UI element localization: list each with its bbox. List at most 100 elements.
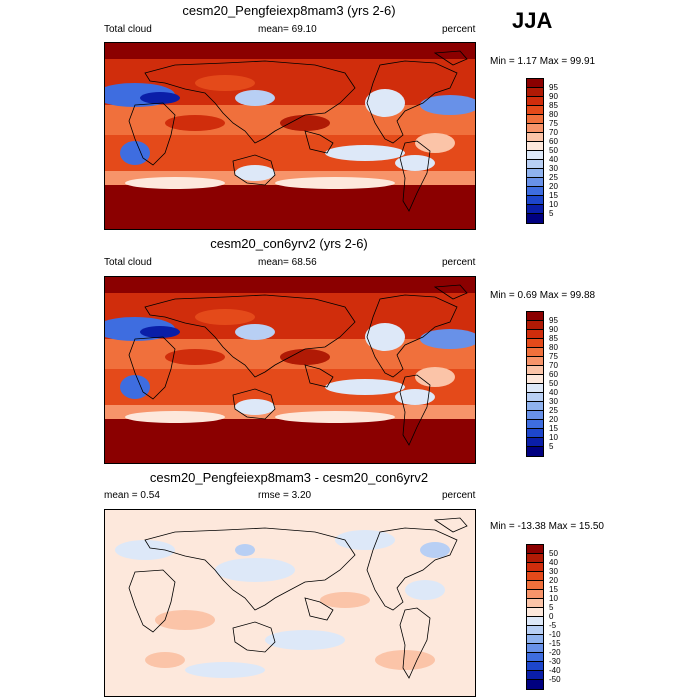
colorbar-swatch xyxy=(527,196,543,205)
field-region xyxy=(120,141,150,165)
panel-3-rmse: rmse = 3.20 xyxy=(258,490,312,501)
colorbar-swatch xyxy=(527,330,543,339)
field-region xyxy=(235,165,275,181)
coastline xyxy=(304,364,334,388)
colorbar-swatch xyxy=(527,151,543,160)
field-band xyxy=(105,419,475,463)
panel-1-colorbar xyxy=(526,78,544,224)
panel-3-title: cesm20_Pengfeiexp8mam3 - cesm20_con6yrv2 xyxy=(149,470,429,485)
field-region xyxy=(320,592,370,608)
coastline xyxy=(433,517,468,533)
colorbar-tick-label: -20 xyxy=(549,648,561,657)
colorbar-swatch xyxy=(527,393,543,402)
colorbar-tick-label: 90 xyxy=(549,92,558,101)
coastline xyxy=(399,374,431,446)
colorbar-swatch xyxy=(527,671,543,680)
map-field xyxy=(105,277,475,463)
colorbar-swatch xyxy=(527,142,543,151)
colorbar-tick-label: 40 xyxy=(549,155,558,164)
field-region xyxy=(125,411,225,423)
field-region xyxy=(215,558,295,582)
panel-2-units: percent xyxy=(442,257,476,268)
field-band xyxy=(105,277,475,293)
coastline xyxy=(399,140,431,212)
colorbar-tick-label: 10 xyxy=(549,200,558,209)
field-region xyxy=(165,349,225,365)
colorbar-swatch xyxy=(527,339,543,348)
colorbar-tick-label: -5 xyxy=(549,621,557,630)
field-region xyxy=(415,133,455,153)
colorbar-tick-label: 85 xyxy=(549,334,558,343)
panel-1-map xyxy=(104,42,476,230)
colorbar-tick-label: 95 xyxy=(549,83,558,92)
panel-2-mean: mean= 68.56 xyxy=(258,257,317,268)
panel-2-colorbar xyxy=(526,311,544,457)
colorbar-tick-label: 30 xyxy=(549,164,558,173)
panel-3-units: percent xyxy=(442,490,476,501)
field-region xyxy=(325,379,405,395)
field-region xyxy=(140,92,180,104)
field-region xyxy=(155,610,215,630)
colorbar-swatch xyxy=(527,545,543,554)
colorbar-tick-label: 5 xyxy=(549,209,554,218)
panel-3-minmax: Min = -13.38 Max = 15.50 xyxy=(490,521,604,532)
colorbar-swatch xyxy=(527,169,543,178)
colorbar-tick-label: 20 xyxy=(549,182,558,191)
colorbar-tick-label: 25 xyxy=(549,173,558,182)
colorbar-tick-label: 10 xyxy=(549,433,558,442)
colorbar-swatch xyxy=(527,402,543,411)
coastline xyxy=(433,284,468,300)
field-region xyxy=(235,544,255,556)
field-band xyxy=(105,43,475,59)
colorbar-tick-label: -50 xyxy=(549,675,561,684)
colorbar-swatch xyxy=(527,590,543,599)
coastline xyxy=(304,130,334,154)
field-region xyxy=(125,177,225,189)
coastline xyxy=(304,597,334,621)
colorbar-swatch xyxy=(527,187,543,196)
panel-1-title: cesm20_Pengfeiexp8mam3 (yrs 2-6) xyxy=(182,3,396,18)
colorbar-tick-label: 0 xyxy=(549,612,554,621)
colorbar-swatch xyxy=(527,348,543,357)
colorbar-tick-label: 5 xyxy=(549,442,554,451)
colorbar-tick-label: 75 xyxy=(549,352,558,361)
colorbar-swatch xyxy=(527,599,543,608)
field-region xyxy=(140,326,180,338)
panel-2-variable: Total cloud xyxy=(104,257,152,268)
colorbar-swatch xyxy=(527,644,543,653)
field-region xyxy=(415,367,455,387)
colorbar-tick-label: 15 xyxy=(549,585,558,594)
colorbar-swatch xyxy=(527,97,543,106)
colorbar-swatch xyxy=(527,205,543,214)
colorbar-swatch xyxy=(527,635,543,644)
coastline xyxy=(144,527,356,611)
colorbar-tick-label: 15 xyxy=(549,424,558,433)
field-region xyxy=(145,652,185,668)
colorbar-swatch xyxy=(527,447,543,456)
field-region xyxy=(375,650,435,670)
panel-1-mean: mean= 69.10 xyxy=(258,24,317,35)
colorbar-tick-label: 5 xyxy=(549,603,554,612)
panel-1-minmax: Min = 1.17 Max = 99.91 xyxy=(490,56,596,67)
colorbar-tick-label: 70 xyxy=(549,128,558,137)
coastline xyxy=(232,388,276,420)
colorbar-tick-label: 20 xyxy=(549,576,558,585)
field-region xyxy=(365,323,405,351)
field-region xyxy=(235,324,275,340)
field-region xyxy=(420,95,475,115)
field-region xyxy=(185,662,265,678)
colorbar-tick-label: 50 xyxy=(549,379,558,388)
panel-1-variable: Total cloud xyxy=(104,24,152,35)
field-region xyxy=(235,399,275,415)
panel-3-mean: mean = 0.54 xyxy=(104,490,160,501)
colorbar-swatch xyxy=(527,617,543,626)
colorbar-swatch xyxy=(527,321,543,330)
colorbar-swatch xyxy=(527,375,543,384)
coastline xyxy=(232,621,276,653)
colorbar-swatch xyxy=(527,88,543,97)
field-region xyxy=(405,580,445,600)
colorbar-swatch xyxy=(527,420,543,429)
colorbar-swatch xyxy=(527,429,543,438)
colorbar-swatch xyxy=(527,581,543,590)
colorbar-tick-label: 70 xyxy=(549,361,558,370)
